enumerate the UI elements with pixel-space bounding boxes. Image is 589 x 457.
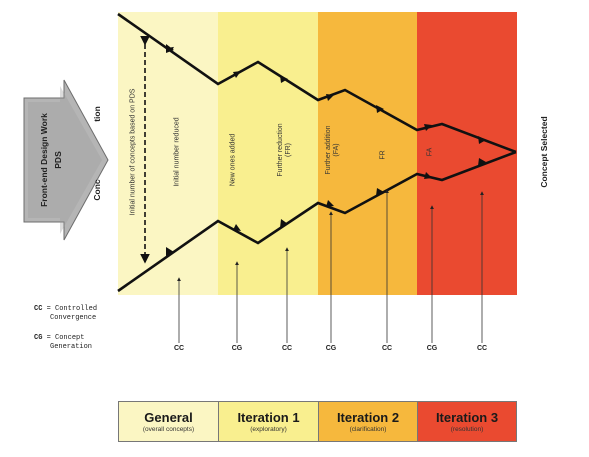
iteration3-band — [417, 12, 517, 295]
stage-general: General (overall concepts) — [118, 401, 219, 442]
iteration1-band — [218, 12, 318, 295]
stage-general-title: General — [144, 410, 193, 425]
legend-cg-key: CG — [34, 334, 43, 342]
stage-iteration2: Iteration 2 (clarification) — [318, 401, 418, 442]
stage-iteration3: Iteration 3 (resolution) — [417, 401, 517, 442]
legend-cg: CG = Concept Generation — [34, 334, 92, 352]
further-reduction-label: Further reduction (FR) — [277, 123, 292, 177]
legend-cg-desc-1: = Concept — [46, 334, 85, 342]
further-addition-label: Further addition (FA) — [325, 125, 340, 175]
initial-reduced-label: Initial number reduced — [173, 117, 181, 187]
pointer-label-cc: CC — [173, 345, 185, 352]
pointer-label-cg: CG — [325, 345, 337, 352]
stage-iteration3-title: Iteration 3 — [435, 410, 499, 425]
pointer-label-cc: CC — [381, 345, 393, 352]
pointer-label-cg: CG — [426, 345, 438, 352]
new-added-label: New ones added — [229, 133, 237, 187]
convergence-diagram — [117, 12, 517, 343]
general-band — [118, 12, 218, 295]
legend-cg-desc-2: Generation — [50, 343, 93, 351]
fr-label: FR — [379, 150, 387, 160]
stage-iteration1-title: Iteration 1 — [237, 410, 300, 425]
front-end-arrow — [23, 79, 109, 241]
fa-label: FA — [426, 147, 434, 157]
pointer-label-cc: CC — [476, 345, 488, 352]
stage-general-subtitle: (overall concepts) — [142, 426, 195, 433]
stage-iteration1-subtitle: (exploratory) — [250, 426, 287, 433]
initial-number-label: Initial number of concepts based on PDS — [129, 88, 137, 216]
legend-cc: CC = Controlled Convergence — [34, 305, 97, 323]
stage-iteration1: Iteration 1 (exploratory) — [218, 401, 319, 442]
iteration2-band — [318, 12, 417, 295]
stage-iteration3-subtitle: (resolution) — [450, 426, 484, 433]
stage-iteration2-subtitle: (clarification) — [349, 426, 387, 433]
bottom-concept-path — [117, 150, 517, 293]
concept-selected-label: Concept Selected — [539, 116, 549, 188]
legend-cc-desc-2: Convergence — [50, 314, 97, 322]
legend-cc-key: CC — [34, 305, 43, 313]
legend-cc-desc-1: = Controlled — [46, 305, 98, 313]
stage-iteration2-title: Iteration 2 — [336, 410, 400, 425]
pointer-label-cg: CG — [231, 345, 243, 352]
pointer-label-cc: CC — [281, 345, 293, 352]
